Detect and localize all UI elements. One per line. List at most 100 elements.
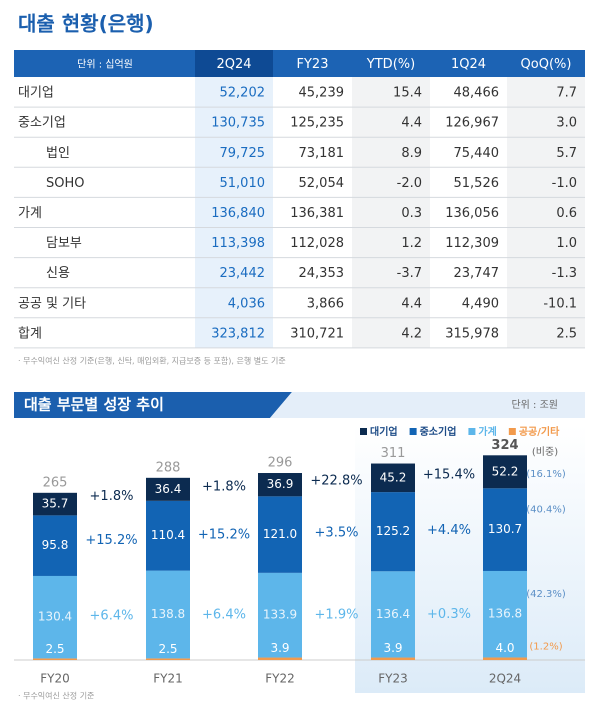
cell: 130,735 xyxy=(211,116,265,131)
value-label: 95.8 xyxy=(42,538,69,552)
bar-segment xyxy=(371,463,415,493)
value-label: 110.4 xyxy=(151,528,185,542)
cell: 48,466 xyxy=(454,86,500,101)
row-label: 법인 xyxy=(46,146,70,161)
bar-segment xyxy=(258,473,302,497)
row-label: 중소기업 xyxy=(18,116,66,131)
bar-segment xyxy=(483,455,527,489)
cell: 0.3 xyxy=(401,206,422,221)
cell: 4,036 xyxy=(228,296,265,311)
growth-label: +22.8% xyxy=(310,474,362,489)
growth-label: +3.5% xyxy=(315,526,359,541)
cell: 2.5 xyxy=(556,326,577,341)
total-label: 296 xyxy=(268,456,293,471)
x-tick-label: FY20 xyxy=(40,672,70,686)
value-label: 3.9 xyxy=(383,641,402,655)
share-label: (16.1%) xyxy=(526,469,566,480)
bar-segment xyxy=(258,496,302,573)
share-label: (40.4%) xyxy=(526,505,566,516)
bar-segment xyxy=(483,570,527,658)
growth-label: +15.4% xyxy=(423,467,475,482)
legend-swatch xyxy=(409,428,417,435)
share-label: (1.2%) xyxy=(529,641,562,652)
bar-segment xyxy=(483,657,527,660)
cell: 45,239 xyxy=(299,86,345,101)
row-label: 담보부 xyxy=(46,236,82,251)
unit-label: 단위 : 조원 xyxy=(511,398,558,411)
bar-segment xyxy=(483,488,527,571)
cell: 1.2 xyxy=(401,236,422,251)
value-label: 130.7 xyxy=(488,522,522,536)
cell: 0.6 xyxy=(556,206,577,221)
cell: -2.0 xyxy=(397,176,422,191)
share-label: (42.3%) xyxy=(526,589,566,600)
cell: 8.9 xyxy=(401,146,422,161)
cell: 15.4 xyxy=(393,86,422,101)
bar-segment xyxy=(146,477,190,501)
shaded-column xyxy=(507,77,585,348)
value-label: 3.9 xyxy=(270,641,289,655)
column-header: 1Q24 xyxy=(451,57,486,72)
value-label: 121.0 xyxy=(263,527,297,541)
cell: 136,381 xyxy=(290,206,344,221)
x-tick-label: FY22 xyxy=(265,672,295,686)
growth-label: +1.8% xyxy=(202,480,246,495)
value-label: 36.4 xyxy=(155,482,182,496)
value-label: 138.8 xyxy=(151,607,185,621)
row-label: 합계 xyxy=(18,326,42,341)
row-label: 신용 xyxy=(46,266,70,281)
cell: 112,309 xyxy=(445,236,499,251)
cell: -3.7 xyxy=(397,266,422,281)
bar-segment xyxy=(371,492,415,572)
cell: 7.7 xyxy=(556,86,577,101)
table-header-bg xyxy=(14,50,585,77)
value-label: 136.4 xyxy=(376,607,410,621)
cell: 5.7 xyxy=(556,146,577,161)
legend-label: 공공/기타 xyxy=(519,425,560,438)
bar-segment xyxy=(258,572,302,658)
cell: -1.3 xyxy=(552,266,577,281)
bar-segment xyxy=(33,492,77,516)
legend-swatch xyxy=(360,428,367,435)
value-label: 133.9 xyxy=(263,608,297,622)
cell: 112,028 xyxy=(290,236,344,251)
value-label: 45.2 xyxy=(380,470,407,484)
cell: 136,056 xyxy=(445,206,499,221)
legend-label: 중소기업 xyxy=(420,425,457,438)
cell: 4.4 xyxy=(401,296,422,311)
row-label: 공공 및 기타 xyxy=(18,296,86,311)
column-header: YTD(%) xyxy=(366,57,415,72)
total-label: 311 xyxy=(381,446,406,461)
column-header: FY23 xyxy=(297,57,329,72)
value-label: 35.7 xyxy=(42,497,69,511)
growth-label: +1.8% xyxy=(90,489,134,504)
bar-segment xyxy=(146,500,190,571)
bar-segment xyxy=(146,658,190,660)
column-header: 단위 : 십억원 xyxy=(77,58,133,71)
total-label: 324 xyxy=(491,438,518,453)
value-label: 36.9 xyxy=(267,477,294,491)
highlight-column xyxy=(195,77,273,348)
section-header-bar xyxy=(14,392,292,418)
row-label: 대기업 xyxy=(18,86,54,101)
share-title: (비중) xyxy=(532,446,558,458)
cell: 3.0 xyxy=(556,116,577,131)
value-label: 52.2 xyxy=(492,464,519,478)
cell: 3,866 xyxy=(307,296,344,311)
bar-segment xyxy=(33,658,77,660)
cell: 4,490 xyxy=(462,296,499,311)
cell: -10.1 xyxy=(543,296,577,311)
cell: 52,054 xyxy=(299,176,345,191)
value-label: 4.0 xyxy=(495,641,514,655)
bar-segment xyxy=(371,657,415,660)
value-label: 2.5 xyxy=(158,642,177,656)
cell: 125,235 xyxy=(290,116,344,131)
bar-segment xyxy=(33,575,77,659)
cell: 51,010 xyxy=(220,176,266,191)
growth-label: +6.4% xyxy=(202,607,246,622)
cell: 73,181 xyxy=(299,146,345,161)
shaded-column xyxy=(352,77,430,348)
cell: 4.4 xyxy=(401,116,422,131)
x-tick-label: FY23 xyxy=(378,672,408,686)
cell: 52,202 xyxy=(220,86,266,101)
